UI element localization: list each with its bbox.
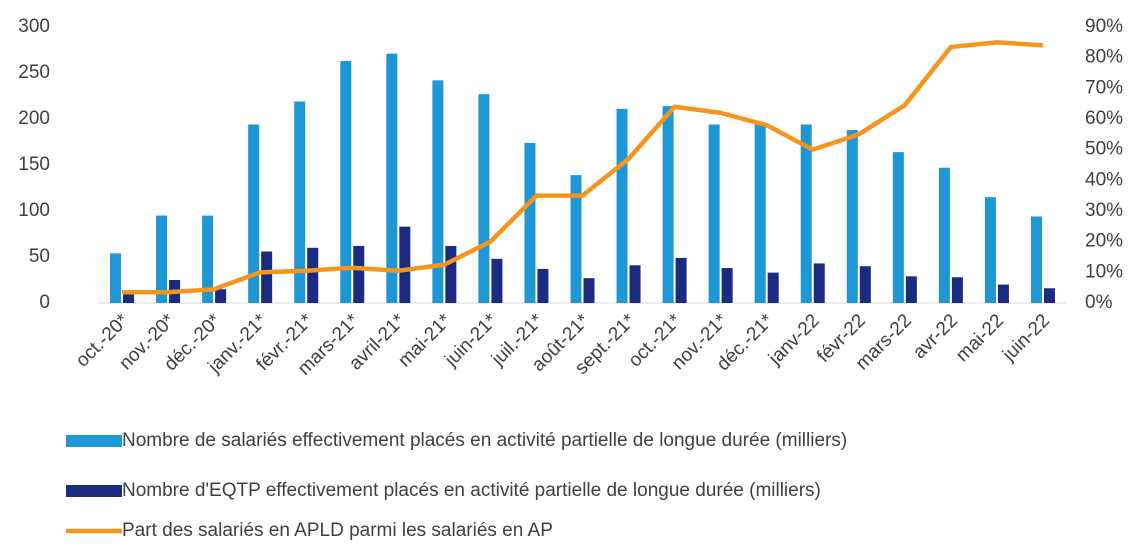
bar bbox=[340, 61, 352, 303]
bar bbox=[616, 108, 628, 303]
bar bbox=[215, 289, 227, 303]
y2-tick-label: 80% bbox=[1085, 47, 1123, 68]
bar bbox=[767, 272, 779, 303]
bar bbox=[905, 276, 917, 303]
bar bbox=[708, 124, 720, 304]
bar bbox=[294, 101, 306, 304]
legend-swatch bbox=[66, 435, 122, 447]
bar bbox=[1043, 288, 1055, 303]
bar bbox=[307, 247, 319, 303]
bar bbox=[938, 167, 950, 303]
legend-label: Part des salariés en APLD parmi les sala… bbox=[122, 520, 553, 541]
x-tick-label: janv-22 bbox=[764, 310, 824, 370]
bar bbox=[537, 268, 549, 303]
bar bbox=[846, 130, 858, 303]
bar bbox=[1030, 216, 1042, 303]
bar bbox=[524, 142, 536, 303]
y-tick-label: 300 bbox=[18, 16, 50, 37]
bar bbox=[800, 124, 812, 304]
bar bbox=[675, 257, 687, 303]
y-tick-label: 100 bbox=[18, 200, 50, 221]
y2-tick-label: 40% bbox=[1085, 169, 1123, 190]
bar bbox=[721, 268, 733, 303]
y-tick-label: 0 bbox=[39, 292, 50, 313]
bar bbox=[813, 263, 825, 303]
y-tick-label: 250 bbox=[18, 62, 50, 83]
y2-tick-label: 90% bbox=[1085, 16, 1123, 37]
bar bbox=[951, 277, 963, 303]
bar bbox=[202, 215, 214, 303]
x-tick-label: mai-22 bbox=[952, 310, 1008, 366]
legend-label: Nombre de salariés effectivement placés … bbox=[122, 430, 847, 451]
y-tick-label: 200 bbox=[18, 108, 50, 129]
bar bbox=[123, 293, 135, 303]
bar bbox=[583, 278, 595, 303]
y2-tick-label: 10% bbox=[1085, 261, 1123, 282]
bar bbox=[570, 175, 582, 303]
y2-tick-label: 60% bbox=[1085, 108, 1123, 129]
bar bbox=[432, 80, 444, 303]
y2-tick-label: 50% bbox=[1085, 139, 1123, 160]
y2-tick-label: 0% bbox=[1085, 292, 1113, 313]
bar bbox=[399, 226, 411, 303]
x-tick-label: avr-22 bbox=[909, 310, 962, 363]
bar bbox=[859, 266, 871, 303]
y2-tick-label: 70% bbox=[1085, 77, 1123, 98]
legend-swatch bbox=[66, 485, 122, 497]
bar bbox=[892, 152, 904, 303]
bar bbox=[110, 253, 122, 303]
x-tick-label: juin-22 bbox=[998, 310, 1054, 366]
y-tick-label: 50 bbox=[29, 246, 50, 267]
bar bbox=[754, 123, 766, 303]
bar bbox=[445, 245, 457, 303]
bar bbox=[984, 197, 996, 303]
y2-tick-label: 20% bbox=[1085, 231, 1123, 252]
y-tick-label: 150 bbox=[18, 154, 50, 175]
bar bbox=[386, 53, 398, 304]
bar bbox=[491, 258, 503, 303]
bar bbox=[261, 251, 273, 303]
y2-tick-label: 30% bbox=[1085, 200, 1123, 221]
bar bbox=[156, 215, 168, 303]
bar bbox=[478, 94, 490, 303]
bar bbox=[629, 265, 641, 303]
bar bbox=[662, 106, 674, 304]
line-series bbox=[122, 40, 1044, 295]
bar bbox=[248, 124, 260, 304]
legend-label: Nombre d'EQTP effectivement placés en ac… bbox=[122, 480, 821, 501]
x-tick-label: juin-21* bbox=[440, 310, 502, 372]
bar bbox=[353, 245, 365, 303]
bar bbox=[997, 284, 1009, 303]
